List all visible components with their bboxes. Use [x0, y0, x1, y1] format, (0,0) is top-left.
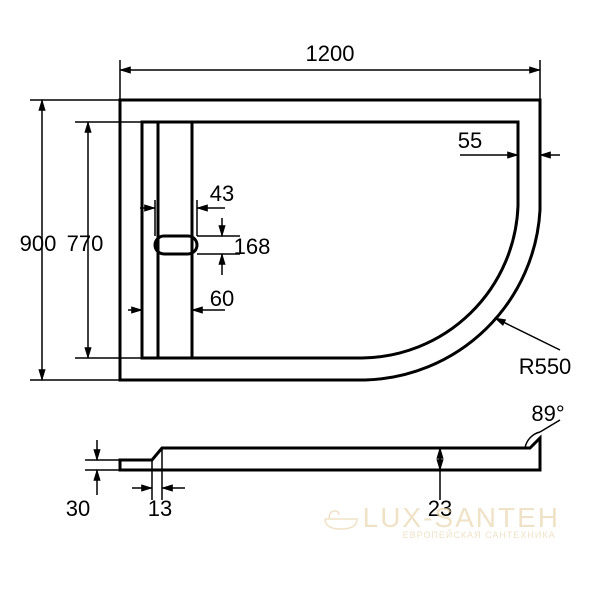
- dim-wall-55: 55: [458, 128, 560, 155]
- dim-side-30: 30: [66, 440, 120, 521]
- dim-13-label: 13: [148, 496, 172, 521]
- dim-panel-60: 60: [128, 286, 234, 358]
- dim-drain-43: 43: [140, 181, 234, 236]
- dim-89-label: 89°: [531, 401, 564, 426]
- dim-height-770: 770: [67, 122, 142, 358]
- dim-43-label: 43: [210, 181, 234, 206]
- dim-drain-168: 168: [197, 218, 270, 275]
- dim-radius: R550: [495, 318, 571, 379]
- dim-width-1200: 1200: [120, 41, 540, 100]
- dim-168-label: 168: [234, 234, 271, 259]
- technical-drawing: 1200 900 770 43 168: [0, 0, 600, 600]
- dim-55-label: 55: [458, 128, 482, 153]
- dim-1200-label: 1200: [306, 41, 355, 66]
- dim-900-label: 900: [20, 231, 57, 256]
- dim-angle-89: 89°: [525, 401, 565, 448]
- dim-23-label: 23: [428, 496, 452, 521]
- dim-r550-label: R550: [519, 354, 572, 379]
- dim-770-label: 770: [67, 231, 104, 256]
- dim-30-label: 30: [66, 496, 90, 521]
- dim-side-23: 23: [425, 448, 455, 521]
- dim-60-label: 60: [210, 286, 234, 311]
- side-view: [120, 438, 540, 470]
